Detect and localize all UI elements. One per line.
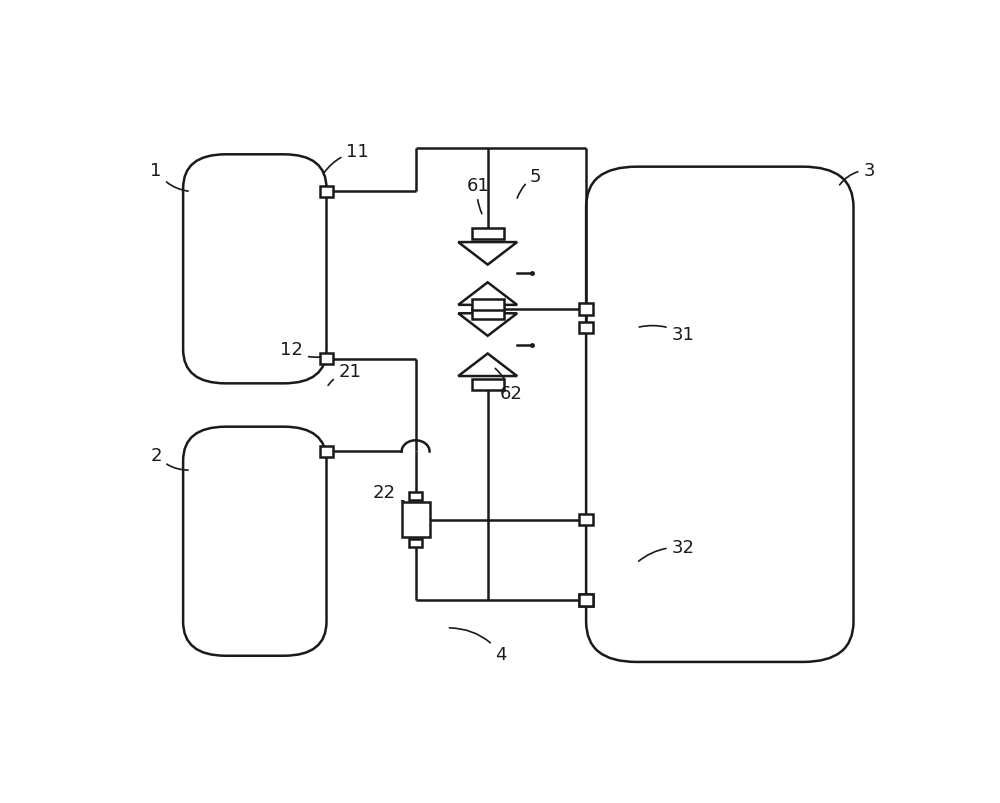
Polygon shape bbox=[458, 243, 517, 265]
Text: 12: 12 bbox=[280, 341, 320, 359]
Bar bbox=[579, 595, 593, 605]
Text: 22: 22 bbox=[373, 483, 404, 501]
Bar bbox=[472, 380, 504, 391]
Bar bbox=[320, 446, 333, 458]
Bar bbox=[472, 228, 504, 239]
Polygon shape bbox=[458, 354, 517, 377]
Bar bbox=[409, 492, 422, 501]
Text: 3: 3 bbox=[840, 161, 875, 185]
Bar bbox=[320, 353, 333, 365]
Text: 11: 11 bbox=[324, 143, 369, 173]
Text: 5: 5 bbox=[517, 168, 542, 199]
Bar bbox=[472, 300, 504, 311]
Bar bbox=[579, 323, 593, 334]
Text: 2: 2 bbox=[150, 446, 188, 471]
Bar bbox=[579, 304, 593, 316]
Bar bbox=[320, 186, 333, 198]
Text: 62: 62 bbox=[495, 369, 522, 402]
Text: 21: 21 bbox=[328, 362, 361, 386]
Bar bbox=[579, 595, 593, 605]
Text: 32: 32 bbox=[639, 539, 694, 561]
Polygon shape bbox=[458, 314, 517, 336]
Text: 4: 4 bbox=[449, 628, 507, 663]
Bar bbox=[472, 308, 504, 320]
Bar bbox=[402, 503, 430, 537]
Text: 61: 61 bbox=[466, 177, 489, 214]
Text: 31: 31 bbox=[639, 325, 694, 344]
Bar bbox=[409, 539, 422, 548]
Bar bbox=[579, 515, 593, 525]
Text: 1: 1 bbox=[150, 161, 188, 192]
Polygon shape bbox=[458, 283, 517, 305]
